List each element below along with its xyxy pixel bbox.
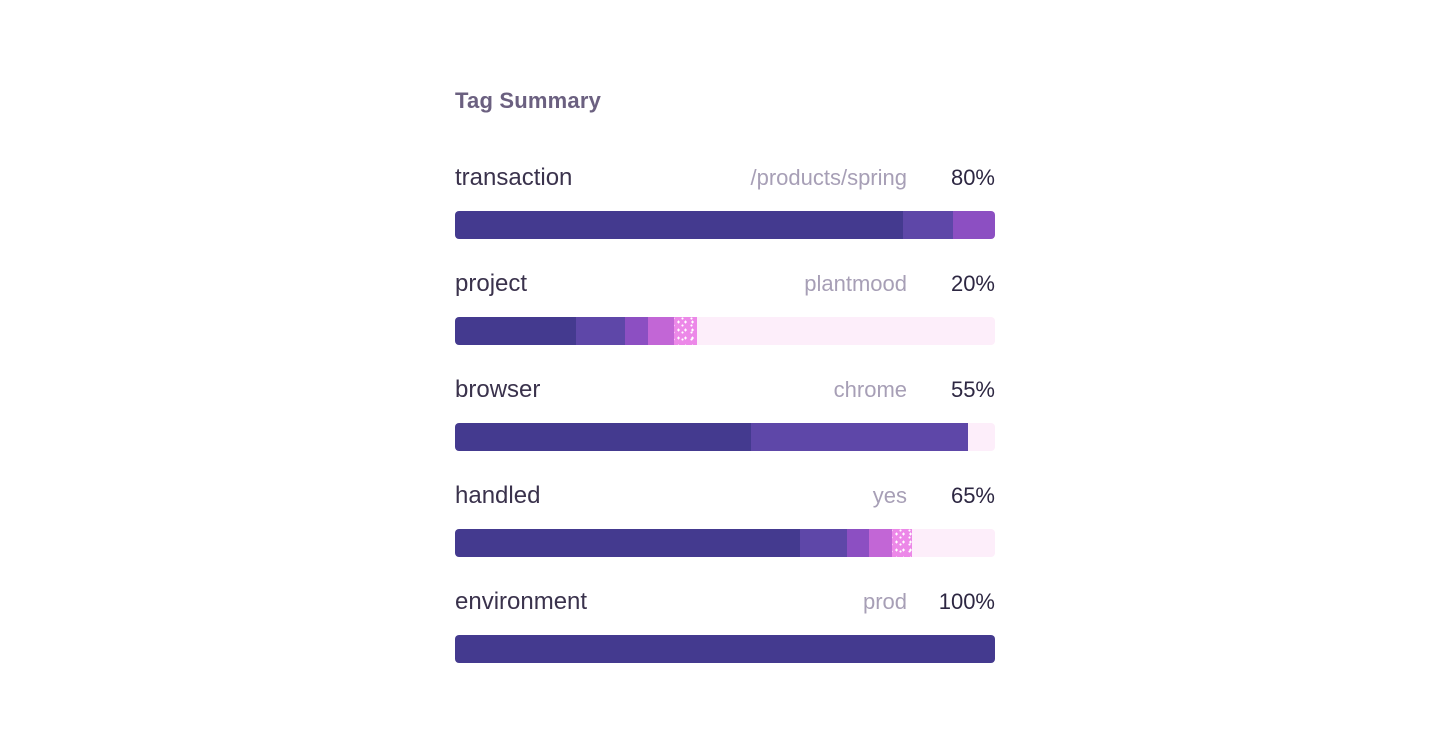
bar-segment-project-1[interactable] xyxy=(575,317,626,345)
tag-row-header: browser chrome 55% xyxy=(455,375,995,405)
tag-distribution-bar[interactable] xyxy=(455,423,995,451)
tag-row: transaction /products/spring 80% xyxy=(455,163,995,239)
tag-row: handled yes 65% xyxy=(455,481,995,557)
tag-row-header: environment prod 100% xyxy=(455,587,995,617)
tag-rows-list: transaction /products/spring 80% project… xyxy=(455,163,995,663)
tag-row: browser chrome 55% xyxy=(455,375,995,451)
tag-distribution-bar[interactable] xyxy=(455,529,995,557)
bar-segment-handled-0[interactable] xyxy=(455,529,801,557)
tag-percent-label: 80% xyxy=(950,165,995,190)
tag-percent-label: 55% xyxy=(950,377,995,402)
tag-row-header: project plantmood 20% xyxy=(455,269,995,299)
tag-top-value-label: prod xyxy=(862,589,907,614)
tag-row-header: transaction /products/spring 80% xyxy=(455,163,995,193)
bar-segment-handled-2[interactable] xyxy=(847,529,870,557)
bar-segment-handled-3[interactable] xyxy=(869,529,893,557)
bar-segment-handled-4[interactable] xyxy=(892,529,913,557)
bar-segment-browser-0[interactable] xyxy=(455,423,751,451)
tag-name-label: environment xyxy=(455,588,588,615)
tag-percent-label: 100% xyxy=(938,589,995,614)
tag-distribution-bar[interactable] xyxy=(455,635,995,663)
tag-name-label: project xyxy=(455,270,528,297)
bar-remainder-segment-browser xyxy=(967,423,995,451)
tag-distribution-bar[interactable] xyxy=(455,211,995,239)
tag-top-value-label: yes xyxy=(872,483,907,508)
tag-row-header: handled yes 65% xyxy=(455,481,995,511)
bar-segment-project-0[interactable] xyxy=(455,317,576,345)
bar-segment-handled-1[interactable] xyxy=(800,529,848,557)
bar-segment-browser-1[interactable] xyxy=(750,423,968,451)
tag-row: environment prod 100% xyxy=(455,587,995,663)
tag-name-label: transaction xyxy=(455,164,573,191)
tag-name-label: handled xyxy=(455,482,541,509)
tag-percent-label: 20% xyxy=(950,271,995,296)
panel-title: Tag Summary xyxy=(455,88,602,113)
bar-segment-project-2[interactable] xyxy=(625,317,649,345)
tag-top-value-label: chrome xyxy=(833,377,907,402)
tag-row: project plantmood 20% xyxy=(455,269,995,345)
tag-name-label: browser xyxy=(455,376,541,403)
tag-top-value-label: plantmood xyxy=(804,271,907,296)
bar-segment-transaction-0[interactable] xyxy=(455,211,904,239)
bar-segment-project-4[interactable] xyxy=(674,317,698,345)
tag-distribution-bar[interactable] xyxy=(455,317,995,345)
bar-segment-transaction-1[interactable] xyxy=(903,211,954,239)
bar-segment-project-3[interactable] xyxy=(648,317,675,345)
tag-top-value-label: /products/spring xyxy=(750,165,907,190)
tag-summary-panel: Tag Summary transaction /products/spring… xyxy=(455,86,995,693)
bar-segment-transaction-2[interactable] xyxy=(953,211,995,239)
bar-remainder-segment-project xyxy=(697,317,995,345)
bar-segment-environment-0[interactable] xyxy=(455,635,995,663)
bar-remainder-segment-handled xyxy=(912,529,995,557)
tag-percent-label: 65% xyxy=(950,483,995,508)
